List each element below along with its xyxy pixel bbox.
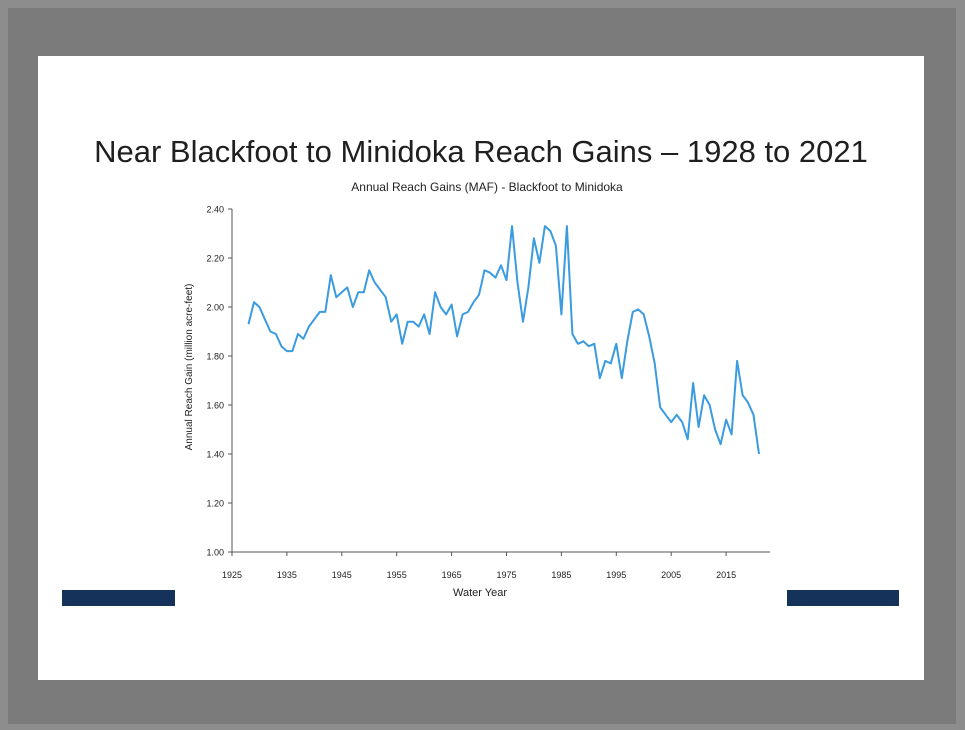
slide: Near Blackfoot to Minidoka Reach Gains –… [38, 56, 924, 680]
y-tick-label: 2.20 [206, 254, 224, 264]
y-tick-label: 1.20 [206, 499, 224, 509]
x-tick-label: 1995 [606, 570, 626, 580]
x-tick-label: 1955 [387, 570, 407, 580]
accent-bar-right [787, 590, 899, 606]
x-tick-label: 2015 [716, 570, 736, 580]
x-tick-label: 2005 [661, 570, 681, 580]
x-tick-label: 1925 [222, 570, 242, 580]
x-tick-label: 1985 [551, 570, 571, 580]
slide-title: Near Blackfoot to Minidoka Reach Gains –… [94, 134, 868, 169]
series-line-0 [247, 225, 760, 455]
x-tick-label: 1945 [332, 570, 352, 580]
x-tick-label: 1965 [442, 570, 462, 580]
y-axis-label: Annual Reach Gain (million acre-feet) [184, 284, 195, 451]
x-tick-label: 1935 [277, 570, 297, 580]
x-axis-label: Water Year [453, 587, 507, 599]
y-tick-label: 2.00 [206, 303, 224, 313]
y-tick-label: 2.40 [206, 205, 224, 215]
y-tick-label: 1.60 [206, 401, 224, 411]
y-tick-label: 1.00 [206, 548, 224, 558]
chart-title: Annual Reach Gains (MAF) - Blackfoot to … [351, 180, 623, 194]
y-tick-label: 1.80 [206, 352, 224, 362]
accent-bar-left [62, 590, 175, 606]
y-tick-label: 1.40 [206, 450, 224, 460]
x-tick-label: 1975 [496, 570, 516, 580]
